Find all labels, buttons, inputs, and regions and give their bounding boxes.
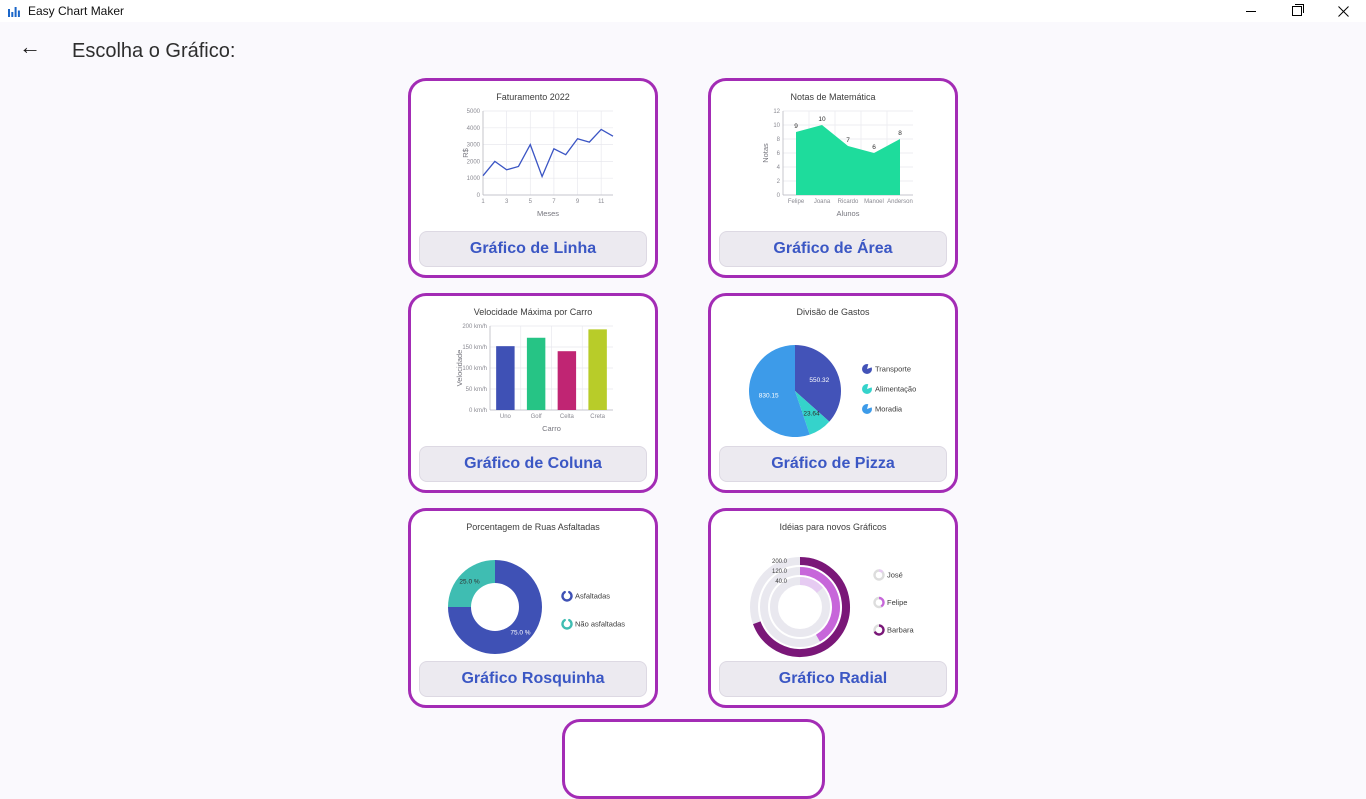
svg-text:120.0: 120.0 [772,569,788,575]
svg-text:Uno: Uno [500,414,512,420]
svg-text:5000: 5000 [467,109,481,115]
back-button[interactable]: ← [19,34,41,59]
svg-text:40.0: 40.0 [775,579,787,585]
svg-text:8: 8 [898,130,902,137]
svg-text:Alunos: Alunos [837,209,860,218]
svg-text:R$: R$ [461,147,470,157]
svg-text:Asfaltadas: Asfaltadas [575,592,610,601]
title-bar: Easy Chart Maker [0,0,1366,22]
window-title: Easy Chart Maker [28,4,125,18]
card-label-pie: Gráfico de Pizza [719,446,947,482]
svg-text:Carro: Carro [542,424,561,433]
svg-text:Meses: Meses [537,209,559,218]
svg-text:550.32: 550.32 [809,377,829,384]
svg-text:4000: 4000 [467,126,481,132]
line-chart-preview: Faturamento 2022 0 1000 2000 3000 4000 5000 1 3 5… [411,87,655,237]
svg-text:Idéias para novos Gráficos: Idéias para novos Gráficos [779,522,887,532]
svg-text:200.0: 200.0 [772,559,788,565]
svg-text:123.64: 123.64 [800,410,820,417]
card-pie-chart[interactable]: Divisão de Gastos 550.32 123.64 830.15 Trans… [708,293,958,493]
svg-text:5: 5 [529,199,533,205]
svg-text:50 km/h: 50 km/h [466,387,487,393]
minimize-icon [1246,10,1256,12]
svg-text:Notas de Matemática: Notas de Matemática [790,92,875,102]
card-partial[interactable] [562,719,825,799]
svg-text:10: 10 [773,123,780,129]
svg-text:José: José [887,571,903,580]
svg-text:2000: 2000 [467,159,481,165]
svg-text:100 km/h: 100 km/h [462,366,487,372]
svg-text:10: 10 [818,116,826,123]
card-radial-chart[interactable]: Idéias para novos Gráficos 200.0 120.0 40.0… [708,508,958,708]
svg-text:6: 6 [872,144,876,151]
card-label-area: Gráfico de Área [719,231,947,267]
restore-icon [1292,4,1304,16]
svg-text:9: 9 [576,199,580,205]
svg-text:25.0 %: 25.0 % [459,579,479,586]
svg-text:Faturamento 2022: Faturamento 2022 [496,92,570,102]
donut-chart-preview: Porcentagem de Ruas Asfaltadas 75.0 % 25.0… [411,517,655,667]
window-controls [1228,0,1366,22]
svg-text:2: 2 [777,179,781,185]
svg-text:9: 9 [794,123,798,130]
svg-text:Barbara: Barbara [887,626,915,635]
card-line-chart[interactable]: Faturamento 2022 0 1000 2000 3000 4000 5000 1 3 5… [408,78,658,278]
svg-text:1000: 1000 [467,176,481,182]
svg-text:150 km/h: 150 km/h [462,345,487,351]
svg-text:Notas: Notas [761,143,770,163]
svg-text:12: 12 [773,109,780,115]
minimize-button[interactable] [1228,0,1274,22]
radial-chart-preview: Idéias para novos Gráficos 200.0 120.0 40.0… [711,517,955,667]
svg-text:Felipe: Felipe [788,199,805,205]
app-bar-chart-icon [8,5,20,17]
card-column-chart[interactable]: Velocidade Máxima por Carro 0 km/h 50 km/h… [408,293,658,493]
svg-text:Alimentação: Alimentação [875,385,916,394]
svg-text:0: 0 [777,193,781,199]
svg-text:Celta: Celta [560,414,575,420]
page-title: Escolha o Gráfico: [72,40,236,62]
svg-text:200 km/h: 200 km/h [462,324,487,330]
svg-text:Joana: Joana [814,199,831,205]
restore-button[interactable] [1274,0,1320,22]
pie-chart-preview: Divisão de Gastos 550.32 123.64 830.15 Trans… [711,302,955,452]
svg-text:Divisão de Gastos: Divisão de Gastos [796,307,870,317]
svg-text:Velocidade Máxima por Carro: Velocidade Máxima por Carro [474,307,593,317]
svg-text:Golf: Golf [531,414,542,420]
card-label-column: Gráfico de Coluna [419,446,647,482]
svg-text:3000: 3000 [467,143,481,149]
svg-text:7: 7 [552,199,556,205]
svg-text:830.15: 830.15 [759,392,779,399]
card-label-line: Gráfico de Linha [419,231,647,267]
svg-text:3: 3 [505,199,509,205]
close-icon [1337,5,1349,17]
column-chart-preview: Velocidade Máxima por Carro 0 km/h 50 km/h… [411,302,655,452]
card-label-radial: Gráfico Radial [719,661,947,697]
svg-text:1: 1 [481,199,485,205]
card-donut-chart[interactable]: Porcentagem de Ruas Asfaltadas 75.0 % 25.0… [408,508,658,708]
svg-text:8: 8 [777,137,781,143]
card-label-donut: Gráfico Rosquinha [419,661,647,697]
svg-text:Felipe: Felipe [887,598,907,607]
svg-text:Porcentagem de Ruas Asfaltadas: Porcentagem de Ruas Asfaltadas [466,522,600,532]
svg-text:6: 6 [777,151,781,157]
card-area-chart[interactable]: Notas de Matemática 0 2 4 6 8 10 12 Felipe Joana R… [708,78,958,278]
svg-text:Ricardo: Ricardo [838,199,859,205]
svg-text:Creta: Creta [590,414,605,420]
svg-text:11: 11 [598,199,605,205]
svg-text:0 km/h: 0 km/h [469,408,487,414]
area-chart-preview: Notas de Matemática 0 2 4 6 8 10 12 Felipe Joana R… [711,87,955,237]
svg-text:Manoel: Manoel [864,199,884,205]
svg-text:4: 4 [777,165,781,171]
svg-text:Anderson: Anderson [887,199,913,205]
svg-text:0: 0 [477,193,481,199]
svg-text:Transporte: Transporte [875,365,911,374]
svg-text:Não asfaltadas: Não asfaltadas [575,620,625,629]
svg-text:Moradia: Moradia [875,405,903,414]
svg-text:7: 7 [846,137,850,144]
svg-text:Velocidade: Velocidade [455,350,464,387]
close-button[interactable] [1320,0,1366,22]
svg-text:75.0 %: 75.0 % [510,629,530,636]
